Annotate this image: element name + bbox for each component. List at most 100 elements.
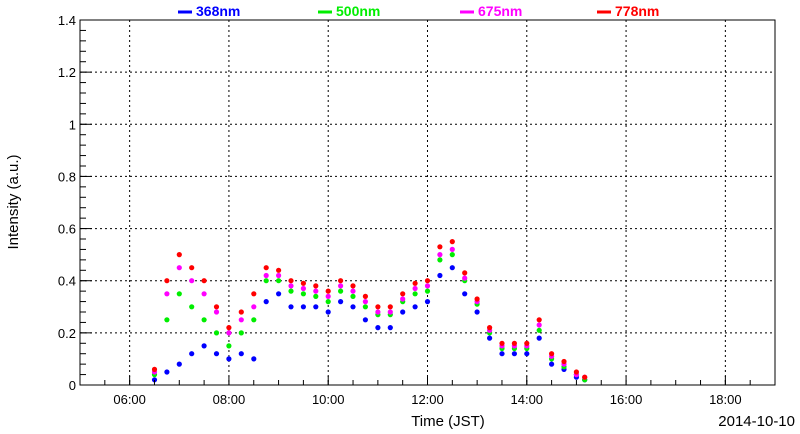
data-point: [151, 366, 158, 372]
series-368nm: [151, 265, 588, 383]
data-point: [226, 343, 232, 349]
data-point: [325, 299, 331, 305]
y-tick-label: 0.4: [58, 274, 76, 289]
data-point: [238, 317, 244, 323]
data-point: [288, 288, 294, 294]
data-point: [338, 278, 344, 284]
data-point: [437, 244, 443, 250]
y-tick-label: 1.4: [58, 13, 76, 28]
data-point: [276, 272, 282, 279]
data-point: [474, 309, 480, 315]
data-point: [213, 351, 220, 357]
x-tick-label: 18:00: [709, 392, 742, 407]
data-point: [300, 291, 306, 297]
data-point: [300, 285, 306, 292]
data-point: [350, 293, 356, 299]
data-point: [536, 327, 542, 333]
data-points: [151, 239, 588, 383]
data-point: [276, 291, 282, 297]
x-tick-label: 12:00: [411, 392, 444, 407]
data-point: [338, 299, 344, 305]
data-point: [189, 351, 195, 357]
data-point: [350, 288, 356, 294]
data-point: [263, 299, 269, 305]
data-point: [499, 340, 505, 346]
data-point: [300, 280, 306, 286]
data-point: [375, 304, 381, 310]
data-point: [238, 351, 244, 357]
data-point: [449, 265, 455, 271]
data-point: [226, 325, 232, 331]
data-point: [176, 265, 182, 271]
data-point: [313, 283, 319, 289]
data-point: [549, 361, 555, 367]
data-point: [238, 330, 244, 336]
data-point: [350, 283, 356, 289]
data-point: [449, 252, 455, 258]
data-point: [325, 293, 331, 299]
data-point: [462, 275, 468, 281]
data-point: [201, 278, 207, 284]
y-tick-label: 0: [69, 378, 76, 393]
data-point: [164, 317, 170, 323]
data-point: [524, 340, 530, 346]
data-point: [424, 299, 431, 305]
data-point: [338, 288, 344, 294]
data-point: [412, 304, 418, 310]
data-point: [276, 278, 282, 284]
series-500nm: [151, 252, 588, 383]
x-tick-label: 10:00: [312, 392, 345, 407]
data-point: [487, 325, 493, 331]
data-point: [350, 304, 356, 310]
data-point: [561, 358, 567, 365]
data-point: [251, 304, 257, 310]
data-point: [511, 340, 517, 346]
y-tick-label: 0.8: [58, 169, 76, 184]
data-point: [424, 278, 431, 284]
legend-label: 368nm: [196, 3, 240, 19]
data-point: [238, 309, 244, 315]
data-point: [313, 288, 319, 294]
data-point: [387, 304, 393, 310]
grid: [80, 19, 775, 386]
data-point: [176, 252, 182, 258]
data-point: [313, 293, 319, 299]
data-point: [201, 291, 207, 297]
data-point: [288, 283, 294, 289]
data-point: [176, 361, 182, 367]
data-point: [189, 265, 195, 271]
y-tick-label: 0.6: [58, 222, 76, 237]
data-point: [263, 278, 269, 284]
data-point: [487, 335, 493, 341]
data-point: [251, 291, 257, 297]
data-point: [412, 291, 418, 297]
data-point: [276, 267, 282, 273]
data-point: [288, 304, 294, 310]
data-point: [251, 356, 257, 362]
data-point: [536, 317, 542, 323]
data-point: [263, 265, 269, 271]
data-point: [437, 257, 443, 263]
data-point: [462, 270, 468, 276]
data-point: [176, 291, 182, 297]
data-point: [164, 278, 170, 284]
y-tick-label: 0.2: [58, 326, 76, 341]
data-point: [400, 291, 406, 297]
data-point: [499, 351, 505, 357]
data-point: [375, 325, 381, 331]
data-point: [300, 304, 306, 310]
x-axis-title: Time (JST): [411, 413, 485, 430]
x-tick-label: 08:00: [213, 392, 246, 407]
data-point: [226, 330, 232, 336]
data-point: [325, 288, 331, 294]
data-point: [474, 296, 480, 302]
data-point: [201, 343, 207, 349]
series-675nm: [151, 246, 588, 380]
x-tick-label: 16:00: [610, 392, 643, 407]
data-point: [201, 317, 207, 323]
data-point: [437, 252, 443, 258]
data-point: [338, 283, 344, 289]
data-point: [536, 322, 542, 328]
data-point: [213, 330, 220, 336]
